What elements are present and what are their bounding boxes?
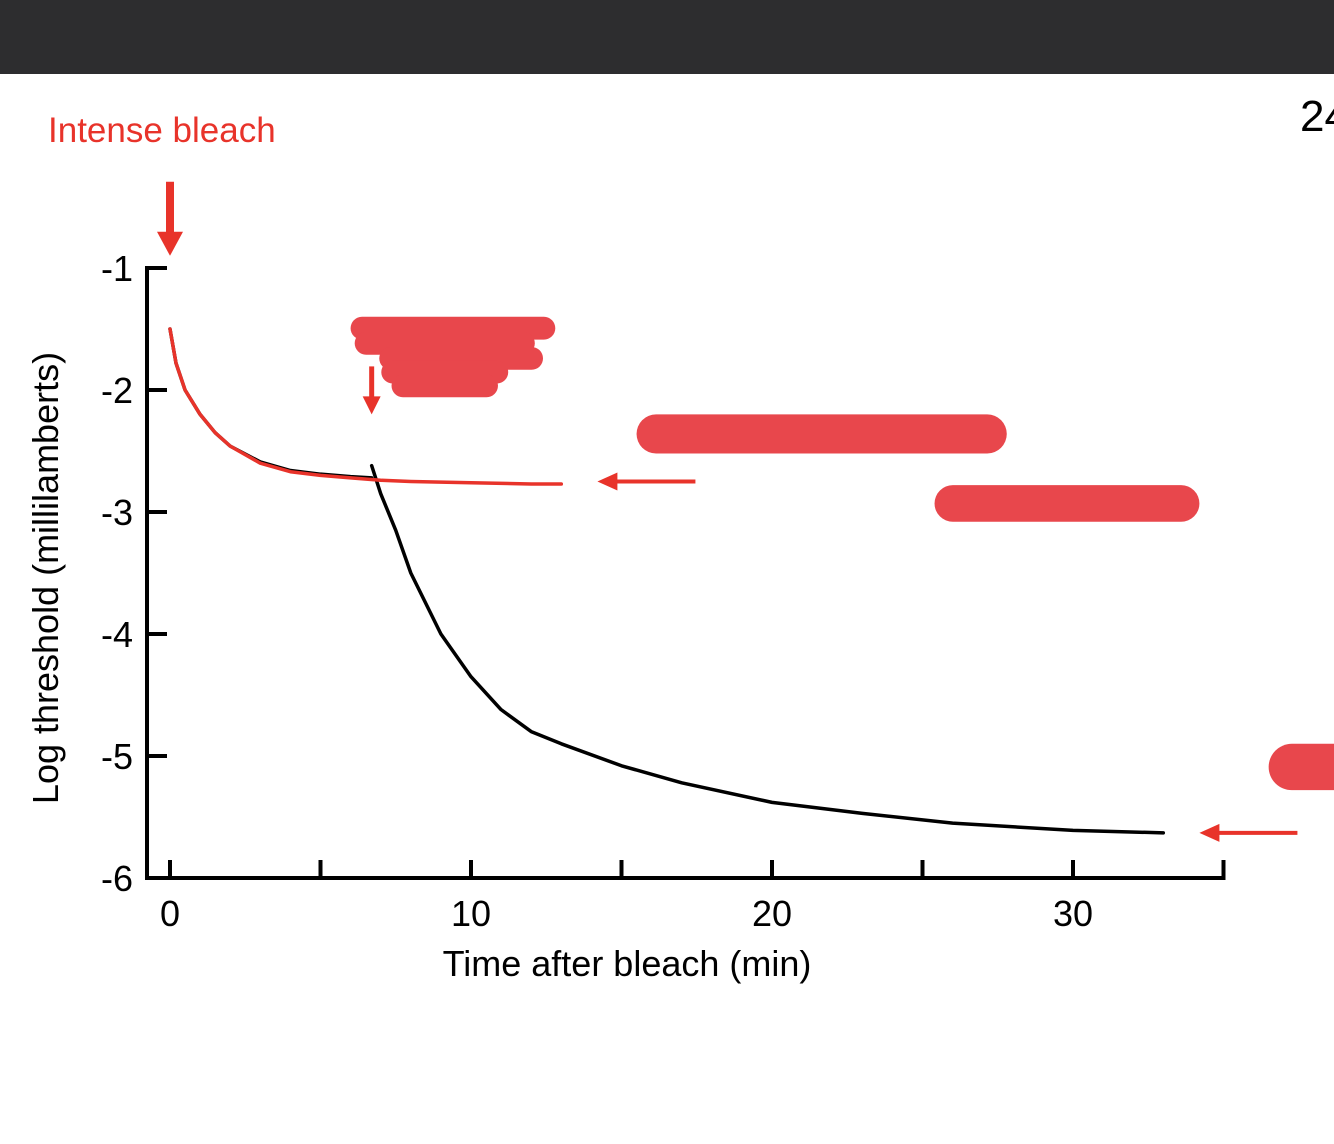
- axes: [145, 266, 1226, 880]
- curve-series-1: [168, 327, 564, 486]
- curve-series-2: [168, 327, 374, 480]
- intense-bleach-label: Intense bleach: [48, 111, 276, 150]
- down-arrow-head: [157, 231, 183, 256]
- x-axis-label: Time after bleach (min): [443, 943, 812, 984]
- y-tick-label: -4: [101, 614, 133, 655]
- curve-series-3: [369, 463, 1166, 835]
- redaction-layer: [350, 316, 1334, 791]
- left-arrow-head: [597, 472, 618, 491]
- y-axis-label: Log threshold (millilamberts): [25, 352, 66, 804]
- x-tick-label: 20: [752, 893, 792, 934]
- tick-labels: -1 -2 -3 -4 -5 -6 0 10 20 30: [101, 248, 1093, 934]
- redaction-scribble: [636, 414, 1007, 454]
- x-tick-label: 0: [160, 893, 180, 934]
- tick-marks: [147, 266, 1226, 880]
- left-arrow-head: [1199, 823, 1220, 842]
- x-tick-label: 30: [1053, 893, 1093, 934]
- redaction-scribble: [934, 485, 1200, 522]
- page-number: 24: [1300, 92, 1334, 141]
- down-arrow-head: [362, 396, 381, 415]
- y-tick-label: -1: [101, 248, 133, 289]
- top-bar: [0, 0, 1334, 74]
- y-tick-label: -2: [101, 370, 133, 411]
- y-tick-label: -5: [101, 736, 133, 777]
- x-tick-label: 10: [451, 893, 491, 934]
- y-tick-label: -3: [101, 492, 133, 533]
- curves: [168, 327, 1166, 835]
- arrows: [157, 181, 1298, 842]
- redaction-scribble: [391, 374, 498, 398]
- redaction-scribble: [1268, 743, 1334, 791]
- y-tick-label: -6: [101, 858, 133, 899]
